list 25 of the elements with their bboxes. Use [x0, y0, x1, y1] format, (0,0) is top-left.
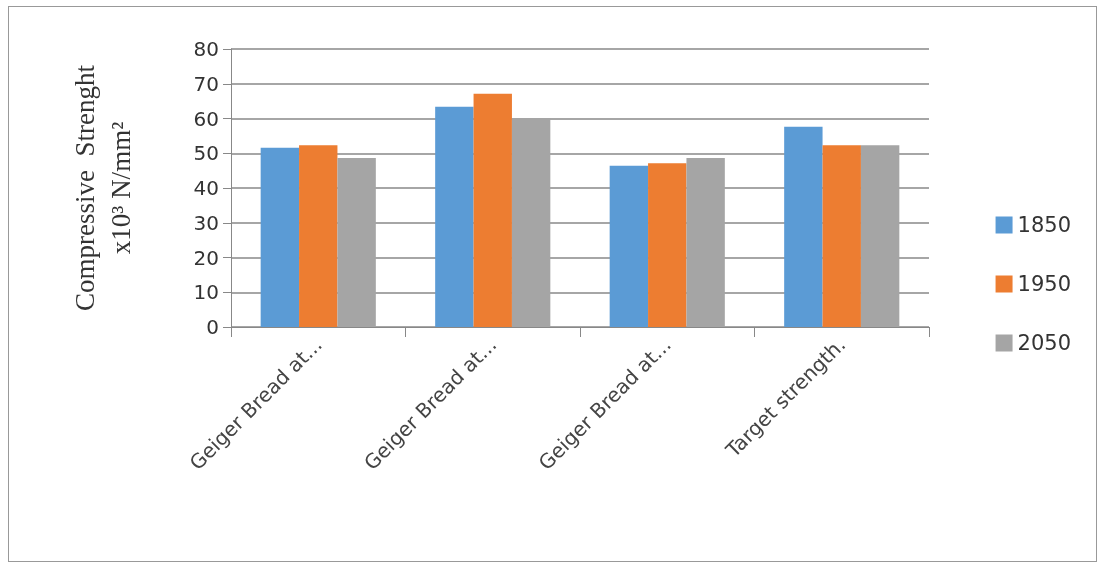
bar: [299, 145, 338, 327]
bar: [686, 158, 725, 327]
bar: [473, 93, 512, 327]
bar: [337, 158, 376, 327]
bar: [648, 163, 687, 327]
bar: [784, 126, 823, 327]
y-tick-label: 80: [193, 37, 219, 61]
bar: [822, 145, 861, 327]
bar: [435, 106, 474, 327]
bar: [260, 147, 300, 327]
y-tick-label: 20: [193, 245, 219, 270]
legend-label: 2050: [1017, 331, 1072, 355]
bar: [860, 145, 900, 327]
y-tick-label: 40: [193, 176, 219, 200]
y-tick-label: 30: [193, 210, 219, 235]
bar: [511, 118, 551, 327]
y-tick-label: 60: [193, 106, 219, 131]
y-tick-label: 70: [193, 71, 219, 96]
y-tick-label: 10: [193, 280, 219, 305]
y-axis-title: Compressive Strenght x10³ N/mm²: [70, 64, 136, 311]
legend-label: 1950: [1017, 272, 1072, 296]
y-tick-label: 0: [206, 315, 219, 339]
legend-label: 1850: [1017, 213, 1072, 237]
y-tick-label: 50: [193, 141, 219, 166]
bar: [609, 165, 649, 327]
